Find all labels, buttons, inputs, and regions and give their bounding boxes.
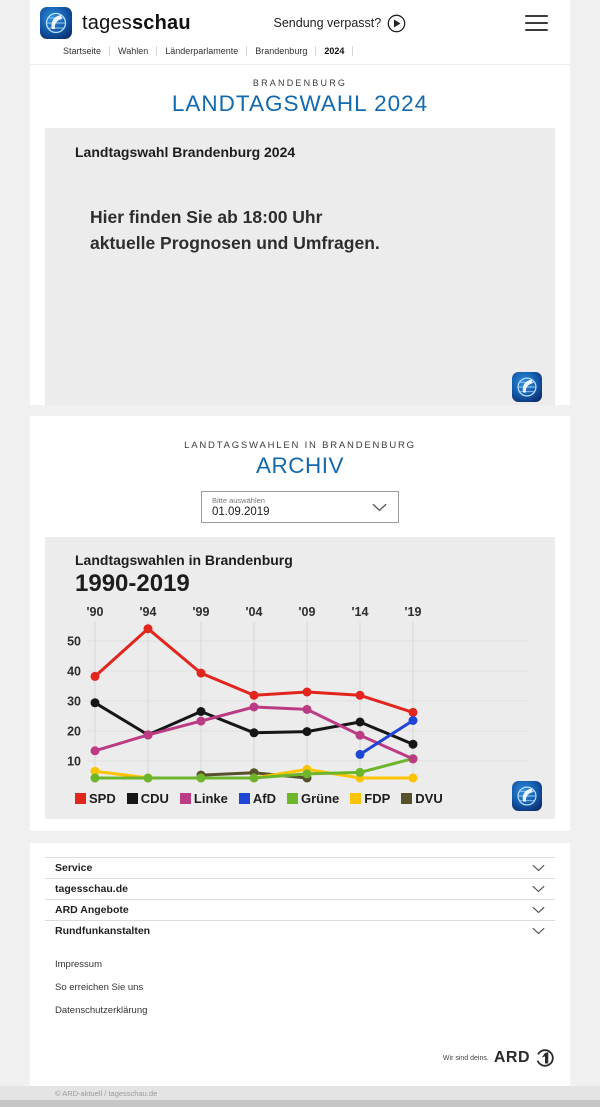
chart-subheading: 1990-2019 [75,570,190,597]
svg-text:20: 20 [67,725,81,739]
ard-one-icon [535,1049,554,1067]
election-history-chart-card: Landtagswahlen in Brandenburg 1990-2019 … [45,537,555,819]
ard-wordmark: ARD [493,1049,530,1066]
breadcrumb-brandenburg[interactable]: Brandenburg [247,46,317,56]
legend-item-CDU: CDU [126,791,169,806]
svg-text:'14: '14 [352,605,369,619]
legend-item-SPD: SPD [75,791,116,806]
legend-swatch [238,793,250,804]
legend-swatch [401,793,413,804]
bottom-strip [0,1100,600,1107]
svg-text:50: 50 [67,635,81,649]
select-label: Bitte auswählen [212,496,265,505]
svg-text:'09: '09 [299,605,316,619]
election-promo-card[interactable]: Landtagswahl Brandenburg 2024 Hier finde… [45,128,555,405]
breadcrumb-wahlen[interactable]: Wahlen [110,46,158,56]
link-kontakt[interactable]: So erreichen Sie uns [55,982,144,993]
missed-broadcast-label: Sendung verpasst? [273,16,382,30]
breadcrumb-startseite[interactable]: Startseite [55,46,111,56]
accordion-service[interactable]: Service [45,857,555,878]
archive-title: ARCHIV [255,453,344,478]
breadcrumb: Startseite Wahlen Länderparlamente Brand… [30,46,570,65]
legend-item-Grüne: Grüne [286,791,339,806]
svg-text:'04: '04 [246,605,263,619]
link-datenschutz[interactable]: Datenschutzerklärung [55,1005,148,1016]
svg-text:'19: '19 [405,605,422,619]
accordion-tagesschau-de[interactable]: tagesschau.de [45,878,555,899]
archive-kicker: LANDTAGSWAHLEN IN BRANDENBURG [184,440,416,451]
legend-swatch [126,793,138,804]
archive-section: LANDTAGSWAHLEN IN BRANDENBURG ARCHIV Bit… [30,416,570,831]
hamburger-menu-icon[interactable] [525,15,548,31]
promo-message: Hier finden Sie ab 18:00 Uhr aktuelle Pr… [90,207,380,253]
chevron-down-icon [372,503,387,512]
legend-item-AfD: AfD [238,791,276,806]
legend-swatch [75,793,86,804]
legend-item-FDP: FDP [350,791,390,806]
tagesschau-logo-icon[interactable] [40,7,72,39]
hero-kicker: BRANDENBURG [252,78,348,88]
legend-swatch [179,793,191,804]
footer-links: Impressum So erreichen Sie uns Datenschu… [45,953,555,1022]
play-icon[interactable] [387,14,406,33]
footer-section: Service tagesschau.de ARD Angebote Rundf… [30,843,570,1086]
promo-heading: Landtagswahl Brandenburg 2024 [75,144,296,160]
link-impressum[interactable]: Impressum [55,959,102,970]
chevron-down-icon [532,927,545,935]
breadcrumb-laenderparlamente[interactable]: Länderparlamente [157,46,248,56]
ard-tagline: Wir sind deins. [442,1054,489,1062]
accordion-rundfunkanstalten[interactable]: Rundfunkanstalten [45,920,555,941]
chevron-down-icon [532,906,545,914]
copyright-bar: © ARD-aktuell / tagesschau.de [0,1086,600,1100]
select-value: 01.09.2019 [212,506,270,518]
ard-globe-icon [512,781,542,811]
page-title: LANDTAGSWAHL 2024 [171,91,429,116]
svg-text:'90: '90 [87,605,104,619]
svg-text:40: 40 [67,665,81,679]
ard-globe-icon [512,372,542,402]
svg-text:'99: '99 [193,605,210,619]
chart-legend: SPD CDU Linke AfD Grüne FDP DVU [75,791,443,806]
ard-brand-link[interactable]: Wir sind deins. ARD [45,1048,555,1068]
chevron-down-icon [532,885,545,893]
chevron-down-icon [532,864,545,872]
legend-swatch [286,793,298,804]
svg-text:10: 10 [67,755,81,769]
chart-heading: Landtagswahlen in Brandenburg [75,552,293,568]
breadcrumb-2024[interactable]: 2024 [316,46,354,56]
legend-swatch [350,793,362,804]
copyright-text: © ARD-aktuell / tagesschau.de [55,1088,158,1098]
legend-item-DVU: DVU [401,791,443,806]
svg-text:30: 30 [67,695,81,709]
archive-date-select[interactable]: Bitte auswählen 01.09.2019 [201,491,399,523]
legend-item-Linke: Linke [179,791,228,806]
accordion-ard-angebote[interactable]: ARD Angebote [45,899,555,920]
svg-text:'94: '94 [140,605,157,619]
site-header: tagesschau Sendung verpasst? [30,0,570,46]
top-section: tagesschau Sendung verpasst? Startseite … [30,0,570,405]
site-wordmark[interactable]: tagesschau [82,11,191,34]
line-chart: 10 20 30 40 50 '90 '94 '99 '04 '09 '14 '19 [67,605,527,783]
missed-broadcast-link[interactable]: Sendung verpasst? [274,14,407,33]
